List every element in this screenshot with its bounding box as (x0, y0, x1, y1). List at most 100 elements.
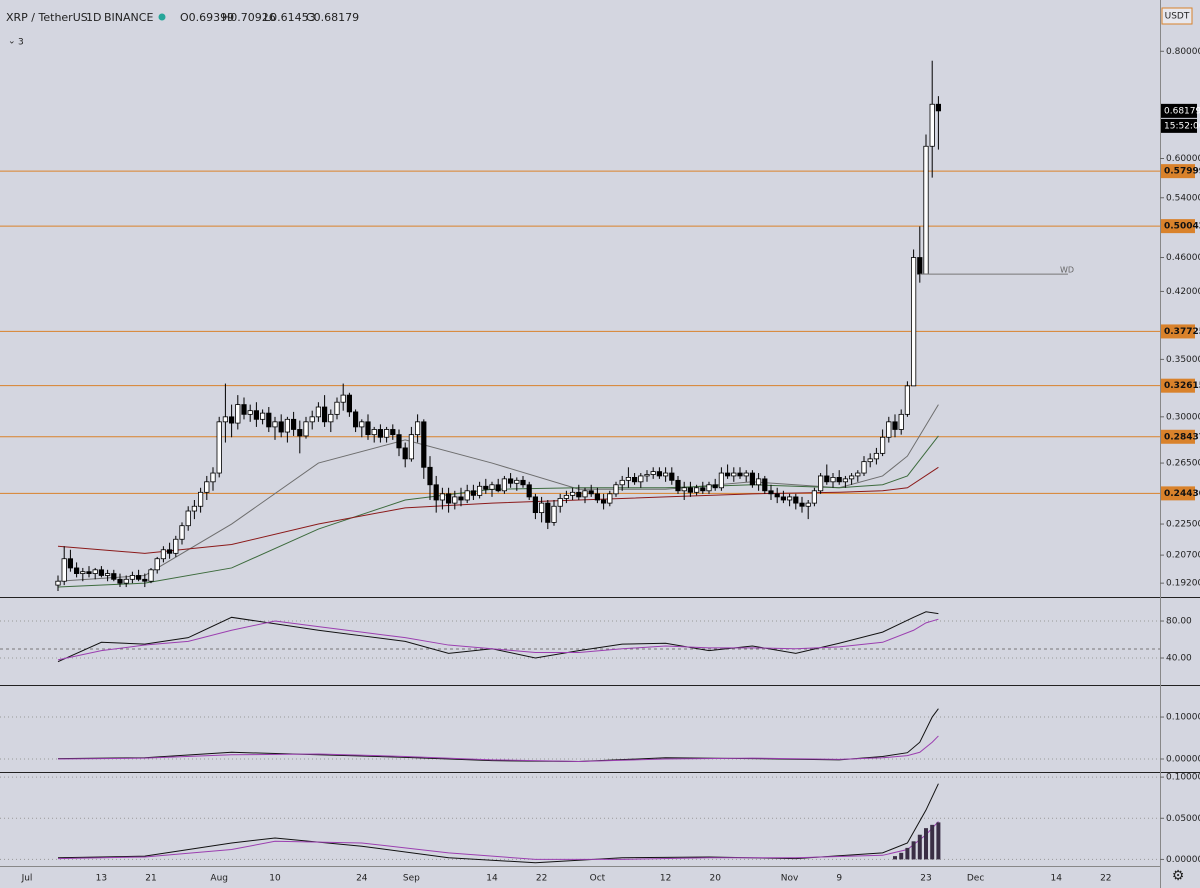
candle-body (359, 421, 365, 428)
candle-body (842, 478, 849, 483)
candle-body (303, 421, 309, 437)
candle-body (414, 421, 421, 436)
candle-body (352, 411, 359, 428)
candle-body (495, 484, 501, 492)
candle-body (619, 479, 625, 486)
candle-body (601, 499, 607, 504)
candle-body (204, 481, 210, 493)
candle-body (433, 484, 439, 501)
candle-body (520, 479, 526, 486)
level-label-box (1161, 429, 1195, 444)
candle-body (185, 510, 191, 527)
x-tick-label: 14 (486, 874, 498, 884)
settings-gear[interactable]: ⚙ (1172, 868, 1185, 884)
exchange: BINANCE (104, 11, 153, 24)
candle-body (197, 491, 204, 507)
candle-body (929, 103, 935, 147)
level-label-box (1161, 219, 1195, 234)
candle-body (836, 476, 842, 483)
y-tick-label: 0.42000 (1166, 287, 1200, 297)
candle-body (923, 145, 929, 275)
indicator-line (57, 735, 939, 763)
candle-body (681, 487, 687, 492)
candle-body (105, 573, 111, 576)
histogram-bar (930, 824, 935, 860)
candle-body (551, 505, 557, 523)
x-tick-label: 22 (536, 874, 547, 884)
candle-body (539, 502, 545, 514)
candle-body (582, 490, 588, 498)
ohlc-value: O0.69399 (180, 11, 234, 24)
candle-body (799, 502, 805, 507)
candle-body (421, 421, 427, 468)
candle-body (458, 496, 464, 501)
candle-body (886, 421, 892, 438)
histogram-bar (911, 841, 916, 860)
candle-body (725, 472, 731, 477)
countdown-box (1161, 118, 1197, 133)
candle-body (216, 421, 222, 474)
candle-body (731, 472, 737, 477)
y-tick-label: 0.10000 (1166, 713, 1200, 723)
x-tick-label: Dec (967, 874, 984, 884)
candle-body (532, 496, 539, 514)
x-tick-label: Jul (21, 874, 33, 884)
candle-body (259, 412, 266, 420)
candle-body (917, 257, 923, 275)
candle-body (861, 461, 867, 474)
candle-body (718, 472, 725, 489)
annotation: WD (1060, 266, 1074, 275)
indicator-line (57, 708, 939, 763)
candle-body (191, 505, 197, 512)
candle-body (855, 472, 861, 477)
indicator-line (57, 821, 939, 860)
candle-body (222, 416, 228, 423)
candle-body (613, 484, 619, 495)
candle-body (390, 429, 396, 436)
x-tick-label: 10 (269, 874, 281, 884)
candle-body (297, 429, 303, 437)
candle-body (756, 478, 762, 486)
candle-body (793, 496, 799, 504)
y-tick-label: 0.54000 (1166, 193, 1200, 203)
candle-body (514, 479, 520, 484)
x-tick-label: 12 (660, 874, 671, 884)
level-label: 0.50042 (1164, 222, 1200, 232)
candle-body (749, 472, 756, 486)
candle-body (340, 394, 346, 403)
candle-body (700, 487, 706, 492)
histogram-bar (905, 847, 910, 860)
candle-body (383, 429, 390, 438)
candle-body (445, 493, 452, 504)
y-tick-label: 0.22500 (1166, 520, 1200, 530)
candle-body (824, 475, 830, 483)
candle-body (625, 476, 632, 481)
indicator-count[interactable]: 3 (18, 38, 24, 48)
status-dot (158, 13, 166, 21)
y-tick-label: 0.26500 (1166, 459, 1200, 469)
candle-body (315, 406, 322, 418)
candle-body (346, 394, 353, 413)
x-tick-label: 14 (1050, 874, 1062, 884)
candle-body (210, 472, 216, 483)
currency[interactable]: USDT (1165, 12, 1190, 22)
candle-body (111, 573, 117, 580)
currency-box[interactable] (1161, 7, 1193, 25)
level-label-box (1161, 378, 1195, 393)
histogram-bar (917, 834, 922, 860)
level-label: 0.57999 (1164, 167, 1200, 177)
candle-body (663, 472, 669, 477)
candle-body (278, 421, 284, 433)
candle-body (830, 476, 836, 483)
y-tick-label: 0.30000 (1166, 412, 1200, 422)
y-tick-label: 0.00000 (1166, 855, 1200, 865)
candle-body (98, 569, 104, 576)
x-tick-label: Sep (403, 874, 420, 884)
candle-body (272, 421, 278, 428)
indicator-line (57, 618, 939, 661)
collapse-arrow[interactable]: ⌄ (8, 37, 16, 47)
candle-body (377, 429, 384, 438)
candle-body (849, 475, 855, 480)
candle-body (253, 410, 259, 420)
